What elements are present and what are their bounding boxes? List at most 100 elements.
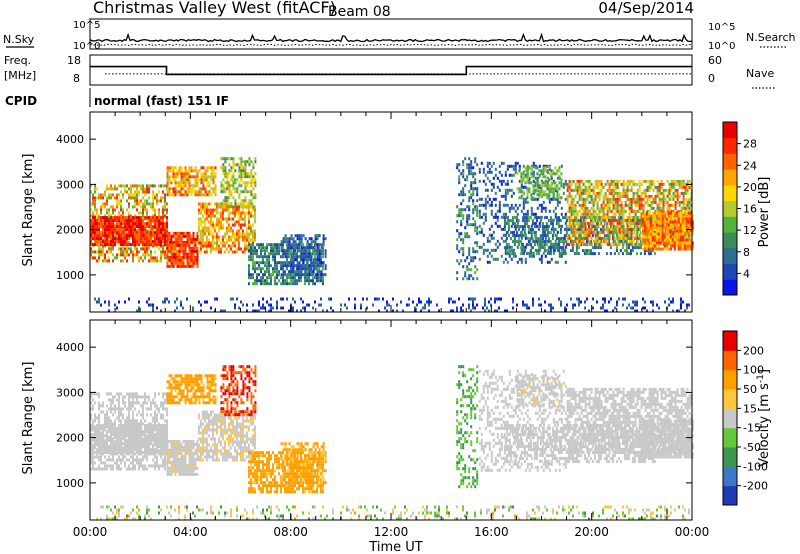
echo-cell: [652, 182, 655, 186]
echo-cell: [568, 203, 571, 207]
echo-cell: [598, 233, 601, 237]
echo-cell: [116, 228, 118, 232]
echo-cell: [122, 250, 124, 254]
echo-cell: [203, 232, 206, 236]
echo-cell: [530, 169, 533, 173]
echo-cell: [322, 243, 325, 247]
echo-cell: [262, 273, 264, 277]
echo-cell: [110, 222, 112, 226]
echo-cell: [598, 209, 601, 213]
echo-cell: [456, 238, 459, 242]
echo-cell: [224, 172, 227, 176]
echo-cell: [657, 244, 660, 248]
echo-cell: [534, 212, 537, 216]
echo-cell: [158, 247, 160, 251]
echo-cell: [466, 235, 469, 239]
echo-cell: [308, 255, 310, 259]
echo-cell: [188, 246, 191, 250]
echo-cell: [472, 208, 475, 212]
echo-cell: [620, 209, 623, 213]
echo-cell: [284, 237, 287, 241]
echo-cell: [640, 212, 643, 216]
echo-cell: [568, 236, 571, 240]
echo-cell: [227, 217, 230, 221]
echo-cell: [604, 203, 607, 207]
echo-cell: [606, 197, 609, 201]
echo-cell: [478, 257, 481, 261]
echo-cell: [676, 200, 679, 204]
echo-cell: [643, 252, 646, 256]
echo-cell: [520, 236, 523, 240]
echo-cell: [613, 216, 616, 220]
echo-cell: [584, 185, 587, 189]
echo-cell: [243, 232, 246, 236]
echo-cell: [152, 219, 154, 223]
echo-cell: [623, 249, 626, 253]
echo-cell: [558, 175, 561, 179]
echo-cell: [118, 214, 120, 218]
freq-tick-bottom: 8: [73, 72, 80, 85]
echo-cell: [256, 252, 258, 256]
echo-cell: [632, 239, 635, 243]
echo-cell: [234, 190, 237, 194]
echo-cell: [292, 273, 294, 277]
echo-cell: [638, 236, 641, 240]
echo-cell: [570, 209, 573, 213]
echo-cell: [630, 215, 633, 219]
echo-cell: [220, 187, 223, 191]
echo-cell: [509, 237, 512, 241]
echo-cell: [180, 178, 183, 182]
echo-cell: [607, 240, 610, 244]
echo-cell: [627, 228, 630, 232]
echo-cell: [646, 233, 649, 237]
echo-cell: [316, 237, 319, 241]
echo-cell: [282, 252, 285, 256]
echo-cell: [140, 228, 142, 232]
echo-cell: [533, 222, 536, 226]
echo-cell: [646, 179, 649, 183]
echo-cell: [224, 169, 227, 173]
echo-cell: [553, 228, 556, 232]
echo-cell: [128, 297, 130, 301]
echo-cell: [152, 228, 154, 232]
echo-cell: [572, 200, 575, 204]
echo-cell: [532, 179, 535, 183]
echo-cell: [596, 200, 599, 204]
echo-cell: [468, 172, 471, 176]
echo-cell: [276, 246, 278, 250]
echo-cell: [148, 222, 150, 226]
echo-cell: [691, 214, 694, 218]
echo-cell: [550, 190, 553, 194]
echo-cell: [150, 250, 152, 254]
echo-cell: [682, 185, 685, 189]
echo-cell: [647, 217, 650, 221]
echo-cell: [608, 215, 611, 219]
echo-cell: [270, 249, 272, 253]
echo-cell: [538, 203, 541, 207]
echo-cell: [616, 200, 619, 204]
echo-cell: [226, 205, 229, 209]
echo-cell: [685, 241, 688, 245]
echo-cell: [468, 190, 471, 194]
echo-cell: [612, 203, 615, 207]
echo-cell: [504, 173, 507, 177]
echo-cell: [514, 227, 517, 231]
echo-cell: [144, 202, 146, 206]
echo-cell: [164, 243, 166, 247]
echo-cell: [496, 209, 499, 213]
echo-cell: [172, 187, 175, 191]
echo-cell: [213, 226, 216, 230]
echo-cell: [144, 187, 146, 191]
echo-cell: [166, 181, 169, 185]
echo-cell: [509, 252, 512, 256]
echo-cell: [662, 212, 665, 216]
echo-cell: [547, 231, 550, 235]
echo-cell: [242, 166, 245, 170]
echo-cell: [192, 234, 195, 238]
echo-cell: [148, 237, 150, 241]
echo-cell: [488, 251, 491, 255]
echo-cell: [604, 218, 607, 222]
echo-cell: [492, 176, 495, 180]
echo-cell: [228, 169, 231, 173]
echo-cell: [142, 205, 144, 209]
